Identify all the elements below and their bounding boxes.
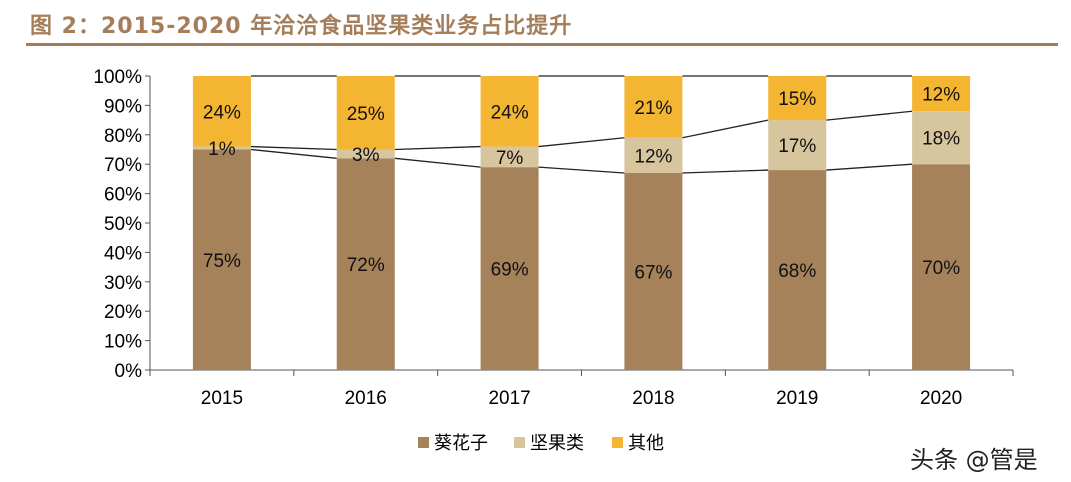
- title-divider: [26, 43, 1058, 46]
- data-label: 25%: [347, 104, 385, 125]
- x-tick-label: 2020: [920, 388, 962, 409]
- series-line: [394, 157, 481, 168]
- series-line: [250, 145, 337, 151]
- x-tick-label: 2017: [488, 388, 530, 409]
- bar-segment: [624, 173, 683, 370]
- x-tick-label: 2019: [776, 388, 818, 409]
- y-tick-label: 80%: [104, 126, 142, 147]
- data-label: 69%: [491, 260, 529, 281]
- data-label: 3%: [352, 145, 380, 166]
- series-line: [826, 163, 913, 171]
- x-tick-label: 2015: [201, 388, 243, 409]
- watermark: 头条 @管是: [910, 446, 1038, 474]
- y-tick-label: 90%: [104, 96, 142, 117]
- bar-segment: [192, 146, 251, 150]
- series-line: [826, 110, 913, 121]
- bar-segment: [624, 76, 683, 138]
- bar-segment: [480, 76, 539, 147]
- series-line: [538, 137, 625, 148]
- data-label: 75%: [203, 251, 241, 272]
- legend-label: 其他: [628, 433, 664, 454]
- data-label: 24%: [491, 102, 529, 123]
- x-tick-label: 2018: [632, 388, 674, 409]
- bar-segment: [624, 137, 683, 174]
- legend-swatch: [514, 437, 525, 448]
- data-label: 24%: [203, 102, 241, 123]
- data-label: 15%: [778, 89, 816, 110]
- bar-segment: [768, 170, 827, 370]
- bar-segment: [480, 167, 539, 370]
- y-tick-label: 10%: [104, 332, 142, 353]
- bar-segment: [912, 111, 971, 165]
- data-label: 67%: [634, 263, 672, 284]
- series-line: [394, 145, 481, 151]
- bar-segment: [912, 76, 971, 112]
- legend-label: 坚果类: [530, 433, 584, 454]
- bar-segment: [192, 149, 251, 370]
- data-label: 70%: [922, 258, 960, 279]
- bar-segment: [336, 149, 395, 159]
- y-tick-label: 60%: [104, 185, 142, 206]
- y-tick-label: 70%: [104, 155, 142, 176]
- series-line: [682, 119, 769, 139]
- bar-segment: [192, 76, 251, 147]
- y-tick-label: 100%: [93, 67, 142, 88]
- y-tick-label: 30%: [104, 273, 142, 294]
- bar-segment: [336, 76, 395, 150]
- data-label: 12%: [634, 146, 672, 167]
- data-label: 12%: [922, 85, 960, 106]
- bar-segment: [912, 164, 971, 370]
- bar-segment: [768, 76, 827, 121]
- data-label: 17%: [778, 136, 816, 157]
- data-label: 1%: [208, 139, 236, 160]
- y-tick-label: 0%: [115, 361, 143, 382]
- chart-title: 图 2：2015-2020 年洽洽食品坚果类业务占比提升: [30, 14, 573, 39]
- series-line: [250, 148, 337, 159]
- legend-swatch: [418, 437, 429, 448]
- x-tick-label: 2016: [345, 388, 387, 409]
- data-label: 18%: [922, 129, 960, 150]
- legend-swatch: [612, 437, 623, 448]
- data-label: 7%: [496, 148, 524, 169]
- series-line: [538, 166, 625, 174]
- data-label: 68%: [778, 261, 816, 282]
- data-label: 21%: [634, 98, 672, 119]
- bar-segment: [336, 158, 395, 370]
- y-tick-label: 20%: [104, 302, 142, 323]
- bar-segment: [480, 146, 539, 168]
- y-tick-label: 40%: [104, 243, 142, 264]
- y-tick-label: 50%: [104, 214, 142, 235]
- bar-segment: [768, 120, 827, 171]
- data-label: 72%: [347, 255, 385, 276]
- legend-label: 葵花子: [434, 433, 488, 454]
- series-line: [682, 169, 769, 174]
